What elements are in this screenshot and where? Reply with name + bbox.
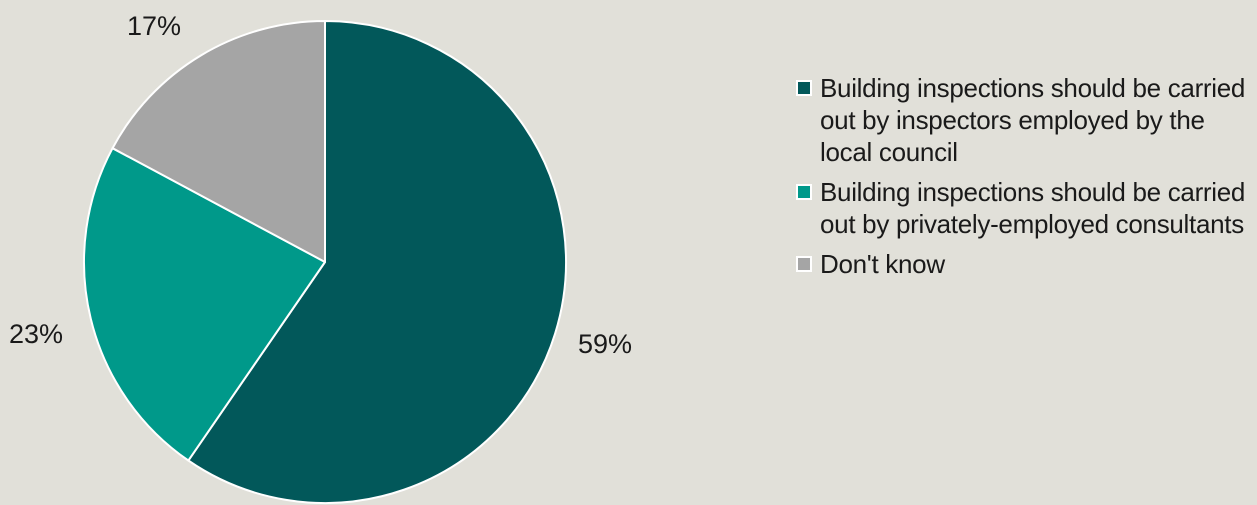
legend: Building inspections should be carried o… (796, 72, 1251, 288)
pie-slice-dont-know (111, 20, 326, 263)
legend-item-private-consultants: Building inspections should be carried o… (796, 176, 1251, 240)
legend-swatch-council-inspectors (796, 80, 812, 96)
pie-slices (83, 20, 567, 504)
pie-slice-council-inspectors (187, 20, 567, 504)
data-label-slice-1: 59% (578, 329, 632, 359)
legend-item-council-inspectors: Building inspections should be carried o… (796, 72, 1251, 168)
legend-label-council-inspectors: Building inspections should be carried o… (820, 73, 1246, 167)
legend-label-dont-know: Don't know (820, 249, 945, 279)
pie-slice-private-consultants (83, 147, 326, 462)
legend-label-private-consultants: Building inspections should be carried o… (820, 177, 1246, 239)
legend-item-dont-know: Don't know (796, 248, 1251, 280)
data-label-slice-3: 17% (127, 11, 181, 41)
legend-swatch-private-consultants (796, 184, 812, 200)
pie-data-labels: 59% 23% 17% (9, 11, 632, 359)
legend-swatch-dont-know (796, 256, 812, 272)
data-label-slice-2: 23% (9, 319, 63, 349)
